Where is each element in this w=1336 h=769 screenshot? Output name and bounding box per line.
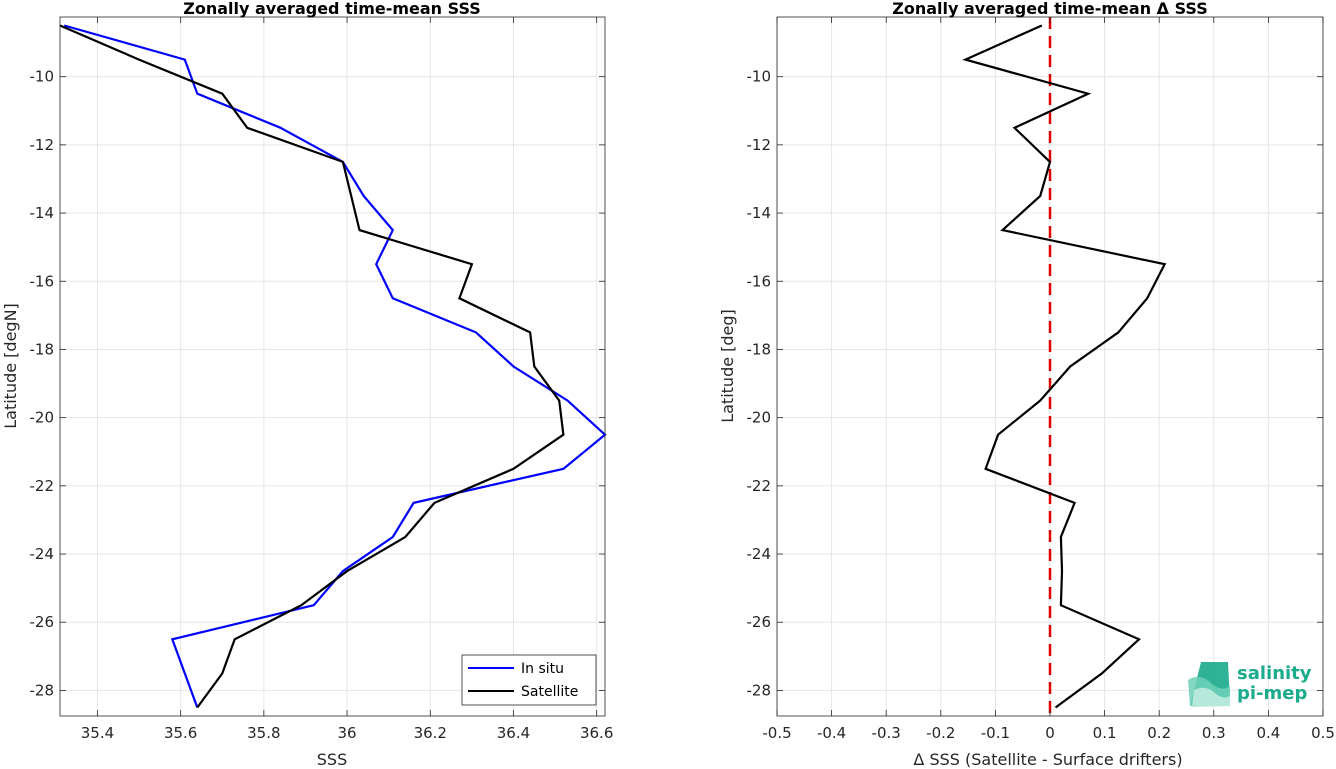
- right-xtick-label: 0.1: [1093, 724, 1117, 742]
- right-xlabel: Δ SSS (Satellite - Surface drifters): [913, 750, 1182, 769]
- left-ylabel: Latitude [degN]: [1, 303, 20, 429]
- left-ytick-label: -24: [30, 545, 55, 563]
- right-ytick-label: -12: [747, 136, 772, 154]
- right-xtick-label: -0.1: [981, 724, 1010, 742]
- left-line-satellite: [59, 24, 565, 709]
- left-ytick-label: -22: [30, 477, 55, 495]
- right-ytick-label: -28: [747, 681, 772, 699]
- left-ytick-label: -20: [30, 409, 55, 427]
- left-plot-area: [60, 17, 605, 716]
- right-ylabel: Latitude [deg]: [718, 309, 737, 423]
- left-xtick-label: 36: [338, 724, 357, 742]
- left-title: Zonally averaged time-mean SSS: [183, 0, 481, 18]
- right-ytick-label: -18: [747, 340, 772, 358]
- left-xlabel: SSS: [317, 750, 347, 769]
- left-ytick-label: -14: [30, 204, 55, 222]
- left-series: [59, 24, 607, 709]
- left-xtick-label: 36.4: [497, 724, 530, 742]
- legend-label-in-situ: In situ: [521, 661, 564, 677]
- left-ytick-label: -26: [30, 613, 55, 631]
- right-xtick-label: 0.5: [1311, 724, 1335, 742]
- left-xtick-label: 36.2: [414, 724, 447, 742]
- left-ticks: 35.4 35.6 35.8 36 36.2 36.4 36.6 -10 -12 -14 -16 -1…: [30, 17, 613, 742]
- left-ytick-label: -16: [30, 272, 55, 290]
- left-xtick-label: 35.6: [164, 724, 197, 742]
- legend-label-satellite: Satellite: [521, 684, 578, 700]
- left-axes-box: [59, 16, 606, 717]
- legend: In situ Satellite: [461, 654, 597, 706]
- left-ytick-label: -10: [30, 68, 55, 86]
- salinity-pi-mep-logo: salinity pi-mep: [1188, 662, 1312, 707]
- legend-box: [461, 654, 597, 706]
- right-ytick-label: -14: [747, 204, 772, 222]
- right-title: Zonally averaged time-mean Δ SSS: [892, 0, 1208, 18]
- logo-text-pi-mep: pi-mep: [1237, 683, 1307, 704]
- logo-text-salinity: salinity: [1237, 663, 1312, 684]
- right-xtick-label: -0.3: [872, 724, 901, 742]
- left-ytick-label: -12: [30, 136, 55, 154]
- right-ytick-label: -24: [747, 545, 772, 563]
- right-ytick-label: -20: [747, 409, 772, 427]
- left-ytick-label: -18: [30, 340, 55, 358]
- right-xtick-label: -0.4: [817, 724, 846, 742]
- right-xtick-label: 0.4: [1256, 724, 1280, 742]
- left-line-in-situ: [63, 24, 607, 708]
- right-xtick-label: -0.2: [926, 724, 955, 742]
- right-ytick-label: -22: [747, 477, 772, 495]
- left-xtick-label: 36.6: [580, 724, 613, 742]
- right-line-series-0: [962, 24, 1167, 709]
- left-panel: 35.4 35.6 35.8 36 36.2 36.4 36.6 -10 -12 -14 -16 -1…: [1, 0, 613, 769]
- right-ytick-label: -26: [747, 613, 772, 631]
- right-panel: -0.5 -0.4 -0.3 -0.2 -0.1 0 0.1 0.2 0.3 0.4 0.5 -10 -…: [718, 0, 1335, 769]
- right-xtick-label: 0.3: [1202, 724, 1226, 742]
- right-ticks: -0.5 -0.4 -0.3 -0.2 -0.1 0 0.1 0.2 0.3 0.4 0.5 -10 -…: [747, 17, 1335, 742]
- left-xtick-label: 35.8: [247, 724, 280, 742]
- right-xtick-label: 0: [1045, 724, 1055, 742]
- right-xtick-label: -0.5: [762, 724, 791, 742]
- right-xtick-label: 0.2: [1147, 724, 1171, 742]
- right-ytick-label: -16: [747, 272, 772, 290]
- left-xtick-label: 35.4: [81, 724, 114, 742]
- right-series: [962, 17, 1167, 716]
- logo-wave-icon: [1188, 662, 1230, 707]
- left-ytick-label: -28: [30, 681, 55, 699]
- right-ytick-label: -10: [747, 68, 772, 86]
